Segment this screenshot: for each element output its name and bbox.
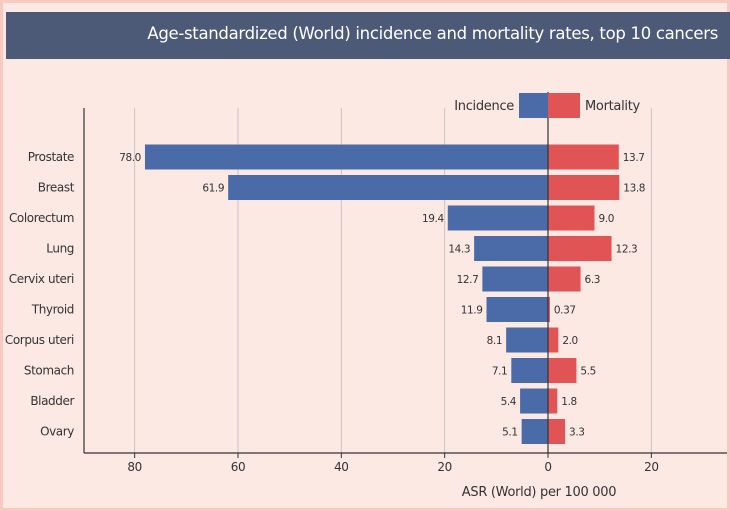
incidence-bar xyxy=(228,175,548,200)
mortality-value-label: 1.8 xyxy=(561,396,577,408)
mortality-bar xyxy=(548,327,559,353)
category-label: Stomach xyxy=(24,364,74,378)
category-label: Corpus uteri xyxy=(5,333,74,347)
mortality-bar xyxy=(548,175,620,200)
mortality-bar xyxy=(548,266,581,292)
incidence-bar xyxy=(506,327,548,353)
mortality-bar xyxy=(548,297,550,322)
x-tick-label: 20 xyxy=(644,460,658,474)
incidence-bar xyxy=(520,388,548,414)
incidence-value-label: 7.1 xyxy=(492,366,508,378)
x-tick-label: 0 xyxy=(544,460,551,474)
incidence-legend-label: Incidence xyxy=(454,99,514,114)
category-label: Breast xyxy=(38,181,75,195)
mortality-legend-swatch xyxy=(548,93,580,118)
incidence-legend-swatch xyxy=(519,93,548,118)
mortality-value-label: 3.3 xyxy=(569,427,585,439)
incidence-bar xyxy=(144,144,548,170)
category-label: Thyroid xyxy=(31,303,74,317)
mortality-bar xyxy=(548,205,595,231)
incidence-value-label: 19.4 xyxy=(422,213,444,225)
mortality-bar xyxy=(548,419,566,444)
incidence-value-label: 8.1 xyxy=(487,335,503,347)
mortality-value-label: 13.7 xyxy=(623,152,645,164)
incidence-value-label: 78.0 xyxy=(119,152,141,164)
mortality-value-label: 12.3 xyxy=(616,244,638,256)
mortality-value-label: 0.37 xyxy=(554,305,576,317)
bars xyxy=(144,144,620,444)
mortality-legend-label: Mortality xyxy=(585,99,640,114)
mortality-value-label: 2.0 xyxy=(562,335,578,347)
incidence-bar xyxy=(447,205,548,231)
incidence-value-label: 12.7 xyxy=(457,274,479,286)
incidence-value-label: 5.4 xyxy=(501,396,517,408)
axes xyxy=(83,92,727,458)
category-label: Prostate xyxy=(28,150,74,164)
incidence-bar xyxy=(511,358,548,383)
mortality-value-label: 5.5 xyxy=(580,366,596,378)
incidence-bar xyxy=(482,266,548,292)
incidence-bar xyxy=(474,236,548,261)
x-axis-title: ASR (World) per 100 000 xyxy=(462,485,616,500)
labels: Prostate 78.0 13.7 Breast 61.9 13.8 Colorectum… xyxy=(5,150,659,500)
mortality-bar xyxy=(548,388,558,414)
category-label: Bladder xyxy=(30,394,74,408)
mortality-value-label: 9.0 xyxy=(599,213,615,225)
mortality-bar xyxy=(548,144,619,170)
incidence-bar xyxy=(486,297,548,322)
mortality-value-label: 13.8 xyxy=(623,183,645,195)
incidence-value-label: 11.9 xyxy=(461,305,483,317)
category-label: Colorectum xyxy=(9,211,74,225)
category-label: Ovary xyxy=(40,425,74,439)
mortality-value-label: 6.3 xyxy=(585,274,601,286)
mortality-bar xyxy=(548,358,577,383)
category-label: Lung xyxy=(46,242,74,256)
x-tick-label: 40 xyxy=(334,460,348,474)
x-tick-label: 20 xyxy=(437,460,451,474)
category-label: Cervix uteri xyxy=(9,272,74,286)
title-bar: Age-standardized (World) incidence and m… xyxy=(6,12,730,59)
incidence-value-label: 14.3 xyxy=(448,244,470,256)
x-tick-label: 60 xyxy=(231,460,245,474)
mortality-bar xyxy=(548,236,612,261)
legend: Incidence Mortality xyxy=(454,93,641,118)
x-tick-label: 80 xyxy=(127,460,141,474)
incidence-bar xyxy=(521,419,548,444)
chart-title: Age-standardized (World) incidence and m… xyxy=(147,24,718,43)
incidence-value-label: 5.1 xyxy=(502,427,518,439)
incidence-value-label: 61.9 xyxy=(202,183,224,195)
